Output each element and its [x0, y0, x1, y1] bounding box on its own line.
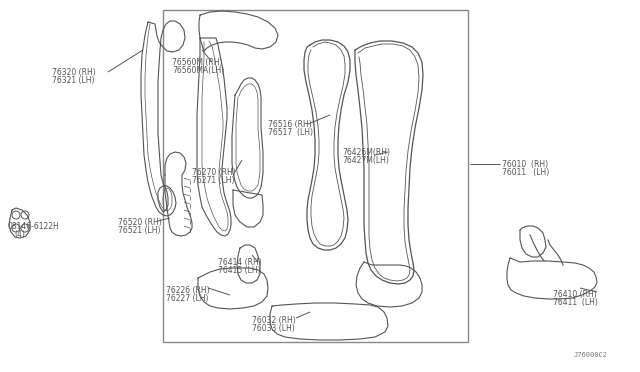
Text: J76000C2: J76000C2 — [574, 352, 608, 358]
Text: 76414 (RH): 76414 (RH) — [218, 258, 262, 267]
Text: 76271 (LH): 76271 (LH) — [192, 176, 234, 185]
Text: 08146-6122H: 08146-6122H — [8, 222, 60, 231]
Text: 76227 (LH): 76227 (LH) — [166, 294, 209, 303]
Text: 76320 (RH): 76320 (RH) — [52, 68, 96, 77]
Text: 76033 (LH): 76033 (LH) — [252, 324, 295, 333]
Text: (4): (4) — [14, 230, 25, 239]
Text: 76517  (LH): 76517 (LH) — [268, 128, 313, 137]
Text: 76520 (RH): 76520 (RH) — [118, 218, 162, 227]
Text: 76521 (LH): 76521 (LH) — [118, 226, 161, 235]
Text: 76426M(RH): 76426M(RH) — [342, 148, 390, 157]
Text: 76411  (LH): 76411 (LH) — [553, 298, 598, 307]
Text: 76560MA(LH): 76560MA(LH) — [172, 66, 224, 75]
Text: 76427M(LH): 76427M(LH) — [342, 156, 389, 165]
Text: 76516 (RH): 76516 (RH) — [268, 120, 312, 129]
Text: 76032 (RH): 76032 (RH) — [252, 316, 296, 325]
Text: 76226 (RH): 76226 (RH) — [166, 286, 210, 295]
Text: 76560M (RH): 76560M (RH) — [172, 58, 223, 67]
Text: 76270 (RH): 76270 (RH) — [192, 168, 236, 177]
Text: 76010  (RH): 76010 (RH) — [502, 160, 548, 169]
Text: 76415 (LH): 76415 (LH) — [218, 266, 260, 275]
Bar — [163, 10, 468, 342]
Text: 76410 (RH): 76410 (RH) — [553, 290, 596, 299]
Text: 76321 (LH): 76321 (LH) — [52, 76, 95, 85]
Text: 76011   (LH): 76011 (LH) — [502, 168, 549, 177]
